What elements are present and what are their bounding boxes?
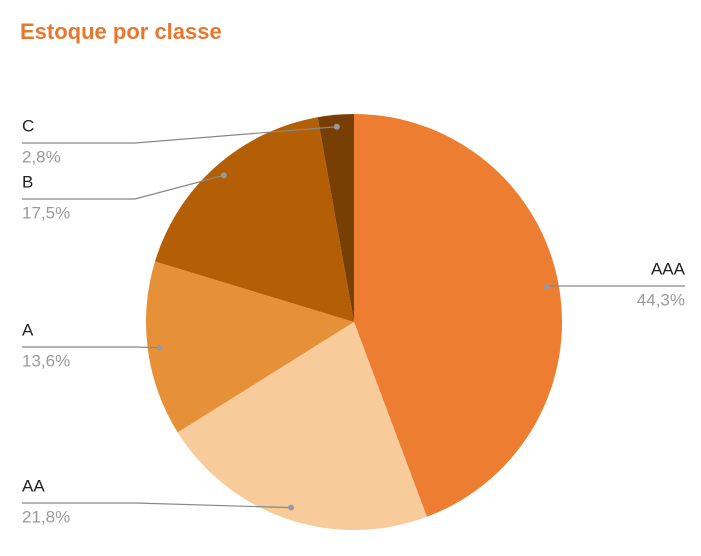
pie-slice: [155, 117, 354, 322]
slice-value-label: 2,8%: [22, 147, 61, 166]
slice-value-label: 21,8%: [22, 507, 70, 526]
slice-label: A: [22, 320, 34, 339]
slice-value-label: 13,6%: [22, 351, 70, 370]
leader-dot: [288, 504, 295, 511]
pie-slice: [354, 114, 562, 517]
leader-dot: [220, 172, 227, 179]
chart-title: Estoque por classe: [20, 19, 222, 44]
leader-line: [22, 174, 225, 200]
leader-dot: [543, 284, 550, 291]
slice-label: C: [22, 116, 34, 135]
slice-label: B: [22, 172, 33, 191]
leader-line: [546, 285, 685, 288]
slice-label: AAA: [651, 259, 686, 278]
slice-value-label: 44,3%: [637, 290, 685, 309]
pie-slice: [317, 114, 354, 322]
leader-line: [22, 126, 337, 144]
leader-dot: [156, 344, 163, 351]
leader-line: [22, 346, 160, 349]
leader-dot: [333, 123, 340, 130]
pie-slice: [146, 261, 354, 433]
slice-value-label: 17,5%: [22, 203, 70, 222]
pie-slice: [177, 322, 427, 530]
leader-line: [22, 502, 292, 509]
slice-label: AA: [22, 476, 45, 495]
